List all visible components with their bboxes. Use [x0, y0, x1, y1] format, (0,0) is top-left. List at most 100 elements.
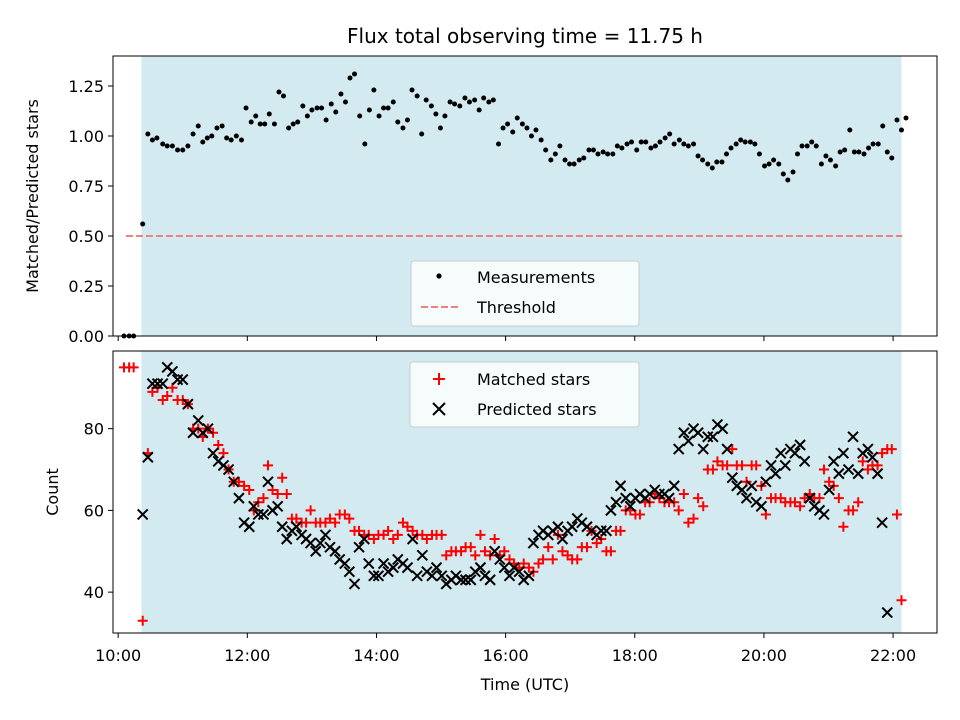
predicted-star-point [605, 504, 617, 517]
predicted-star-point [257, 508, 270, 521]
measurement-point [685, 143, 691, 149]
matched-star-point [291, 513, 302, 524]
predicted-star-point [697, 443, 709, 455]
x-tick-label: 20:00 [741, 646, 787, 665]
predicted-star-point [668, 480, 680, 492]
measurement-point [414, 93, 420, 99]
matched-star-point [814, 493, 825, 504]
x-tick-label: 10:00 [95, 646, 141, 665]
predicted-star-point [248, 500, 260, 513]
legend-threshold-label: Threshold [476, 298, 556, 317]
predicted-star-point [620, 492, 632, 504]
measurement-point [795, 151, 801, 157]
measurement-point [842, 147, 848, 153]
bottom-y-tick-label: 40 [84, 583, 104, 602]
predicted-star-point [678, 427, 690, 439]
measurement-point [695, 153, 701, 159]
measurement-point [648, 145, 654, 151]
predicted-star-point [281, 533, 293, 545]
measurement-point [790, 169, 796, 175]
predicted-star-point [136, 508, 149, 521]
predicted-star-point [876, 516, 888, 529]
predicted-star-point [755, 500, 768, 513]
predicted-star-point [775, 447, 787, 459]
matched-star-point [877, 448, 888, 459]
measurement-point [328, 101, 334, 107]
measurement-point [756, 151, 762, 157]
measurement-point [827, 157, 833, 163]
predicted-star-point [556, 533, 569, 545]
measurement-point [514, 115, 520, 121]
measurement-point [262, 121, 268, 127]
predicted-star-point [624, 500, 636, 513]
predicted-star-point [779, 459, 791, 472]
measurement-point [333, 109, 339, 115]
measurement-point [681, 141, 687, 147]
predicted-star-point [329, 545, 341, 557]
matched-star-point [147, 386, 158, 397]
predicted-star-point [348, 578, 361, 590]
predicted-star-point [866, 451, 879, 463]
measurement-point [742, 139, 748, 145]
predicted-star-point [552, 521, 564, 533]
top-y-tick-label: 0.50 [68, 227, 104, 246]
measurement-point [866, 145, 872, 151]
measurement-point [605, 151, 611, 157]
predicted-star-point [243, 521, 255, 533]
predicted-star-point [228, 476, 240, 488]
matched-star-point [722, 460, 733, 471]
matched-star-point [896, 595, 907, 606]
measurement-point [400, 125, 406, 131]
matched-star-point [543, 542, 554, 553]
matched-star-point [557, 546, 568, 557]
measurement-point [496, 141, 502, 147]
predicted-star-point [319, 529, 332, 541]
predicted-star-point [339, 557, 351, 570]
bottom-panel: 40 60 80 10:00 12:00 14:00 16:00 18:00 20:00 22:… [43, 350, 938, 694]
predicted-star-point [368, 570, 380, 582]
top-y-tick-label: 1.00 [68, 127, 104, 146]
measurement-point [390, 99, 396, 105]
predicted-star-point [222, 463, 235, 476]
x-tick-label: 22:00 [870, 646, 916, 665]
measurement-point [889, 155, 895, 161]
matched-star-point [354, 525, 365, 536]
matched-star-point [470, 550, 481, 561]
predicted-star-point [721, 443, 733, 455]
measurement-point [543, 147, 549, 153]
measurement-point [738, 137, 744, 143]
measurement-point [629, 139, 635, 145]
top-y-tick-label: 0.00 [68, 327, 104, 346]
matched-star-point [479, 546, 490, 557]
measurement-point [145, 131, 151, 137]
measurement-point [362, 141, 368, 147]
measurement-point [562, 157, 568, 163]
predicted-star-point [513, 565, 525, 578]
predicted-star-point [304, 537, 317, 549]
measurement-point [342, 99, 348, 105]
measurement-point [590, 147, 596, 153]
measurement-point [433, 111, 439, 117]
measurement-point [614, 143, 620, 149]
measurement-point [557, 143, 563, 149]
measurement-point [752, 141, 758, 147]
measurement-point [366, 107, 372, 113]
predicted-star-point [818, 508, 830, 521]
predicted-star-point [827, 455, 840, 468]
measurement-point [619, 145, 625, 151]
matched-star-point [402, 521, 413, 532]
predicted-star-point [290, 521, 303, 533]
predicted-star-point [682, 435, 695, 447]
predicted-star-point [833, 467, 845, 480]
measurement-point [776, 161, 782, 167]
measurement-point [595, 151, 601, 157]
measurement-point [581, 155, 587, 161]
measurement-point [851, 149, 857, 155]
bottom-plot-frame [112, 350, 938, 634]
measurement-point [219, 123, 225, 129]
measurement-point [500, 125, 506, 131]
measurement-point [338, 91, 344, 97]
measurement-point [610, 151, 616, 157]
matched-star-point [213, 440, 224, 450]
predicted-star-point [663, 492, 675, 504]
